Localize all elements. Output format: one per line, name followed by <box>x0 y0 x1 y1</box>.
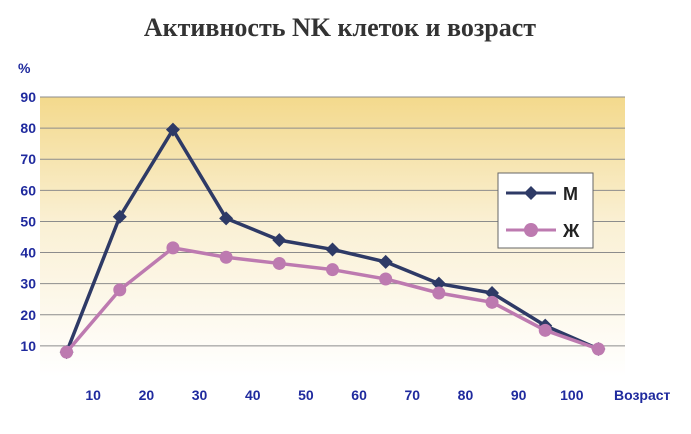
y-tick-label: 40 <box>20 245 36 261</box>
data-point-m <box>272 233 287 248</box>
x-tick-label: 10 <box>85 387 101 403</box>
y-tick-labels: 10 20 30 40 50 60 70 80 90 <box>20 89 36 354</box>
x-tick-label: 50 <box>298 387 314 403</box>
legend-label-m: М <box>563 184 578 204</box>
series-layer <box>59 122 606 360</box>
grid <box>40 96 625 347</box>
data-point-zh <box>113 283 127 297</box>
data-point-m <box>112 209 127 224</box>
y-tick-label: 70 <box>20 151 36 167</box>
chart-title: Активность NK клеток и возраст <box>144 13 536 42</box>
data-point-m <box>485 286 500 300</box>
x-tick-label: 30 <box>192 387 208 403</box>
x-axis-label: Возраст <box>614 387 671 403</box>
data-point-zh <box>60 345 74 359</box>
x-tick-label: 40 <box>245 387 261 403</box>
y-tick-label: 50 <box>20 213 36 229</box>
y-tick-label: 20 <box>20 307 36 323</box>
legend-marker-zh <box>524 223 538 237</box>
y-tick-label: 90 <box>20 89 36 105</box>
data-point-zh <box>432 286 446 300</box>
x-tick-labels: 10 20 30 40 50 60 70 80 90 100 <box>85 387 583 403</box>
legend-box <box>497 172 594 249</box>
legend: М Ж <box>497 172 594 249</box>
x-tick-label: 70 <box>404 387 420 403</box>
data-point-m <box>431 276 446 291</box>
data-point-m <box>219 211 234 226</box>
x-tick-label: 20 <box>139 387 155 403</box>
data-point-zh <box>591 342 605 356</box>
data-point-m <box>165 122 180 137</box>
data-point-m <box>378 254 393 269</box>
y-tick-label: 10 <box>20 338 36 354</box>
x-tick-label: 100 <box>560 387 584 403</box>
legend-label-zh: Ж <box>562 221 580 241</box>
data-point-m <box>325 242 340 257</box>
data-point-zh <box>219 250 233 264</box>
data-point-zh <box>326 263 339 277</box>
x-tick-label: 80 <box>458 387 474 403</box>
x-tick-label: 90 <box>511 387 527 403</box>
y-tick-label: 60 <box>20 182 36 198</box>
data-point-zh <box>379 272 393 286</box>
data-point-zh <box>272 256 286 270</box>
data-point-zh <box>166 241 180 255</box>
y-tick-label: 80 <box>20 120 36 136</box>
data-point-zh <box>538 323 552 337</box>
y-axis-unit: % <box>18 60 31 76</box>
legend-marker-m <box>524 186 538 200</box>
x-tick-label: 60 <box>351 387 367 403</box>
y-tick-label: 30 <box>20 276 36 292</box>
data-point-zh <box>485 295 499 309</box>
